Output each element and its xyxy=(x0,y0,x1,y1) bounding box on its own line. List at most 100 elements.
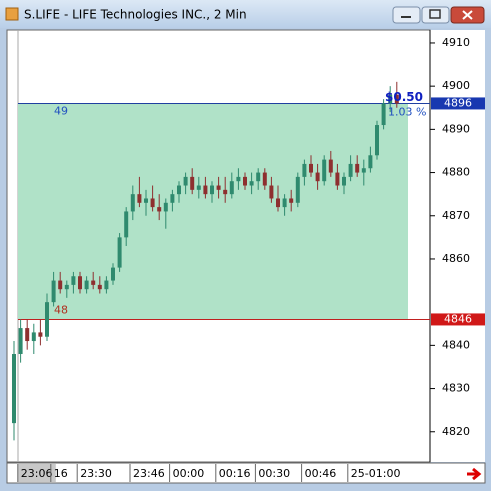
annotation: $0.50 xyxy=(385,90,423,104)
candle-body xyxy=(18,328,23,354)
y-tick-label: 4910 xyxy=(442,36,470,49)
app-icon xyxy=(5,7,19,21)
candle-body xyxy=(137,194,142,203)
candle-body xyxy=(368,155,373,169)
candle-body xyxy=(348,163,353,177)
candle-body xyxy=(177,185,181,195)
price-axis xyxy=(430,30,485,462)
candle-body xyxy=(315,172,320,182)
candle-body xyxy=(229,181,234,195)
candle-body xyxy=(335,172,340,186)
candle-body xyxy=(97,284,102,290)
x-tick-label: 23:06 xyxy=(21,467,53,480)
x-tick-label: 00:46 xyxy=(305,467,337,480)
candle-body xyxy=(262,172,267,186)
price-marker-label: 4896 xyxy=(444,96,472,109)
y-tick-label: 4870 xyxy=(442,209,470,222)
candle-body xyxy=(71,276,76,285)
candle-body xyxy=(328,159,333,173)
minimize-button[interactable] xyxy=(392,6,421,24)
candle-body xyxy=(157,207,162,212)
candle-body xyxy=(375,125,379,156)
low-label: 48 xyxy=(54,303,68,316)
window-title: S.LIFE - LIFE Technologies INC., 2 Min xyxy=(24,8,247,22)
y-tick-label: 4860 xyxy=(442,252,470,265)
chart: 49 48 4820 4830 4840 4860 4870 4880 4890 4900 4910… xyxy=(12,36,485,482)
candle-body xyxy=(91,280,96,285)
candle-body xyxy=(25,328,30,342)
candle-body xyxy=(223,189,228,195)
candle-body xyxy=(276,198,280,208)
candle-body xyxy=(243,176,247,186)
candle-body xyxy=(196,185,201,190)
candle-body xyxy=(322,159,327,182)
maximize-button[interactable] xyxy=(421,6,450,24)
y-tick-label: 4880 xyxy=(442,166,470,179)
candle-body xyxy=(302,163,307,177)
window-buttons xyxy=(392,6,485,24)
candle-body xyxy=(111,267,115,281)
y-tick-label: 4830 xyxy=(442,382,470,395)
candle-body xyxy=(64,284,69,290)
price-marker-label: 4846 xyxy=(444,312,472,325)
candle-body xyxy=(163,202,168,212)
candle-body xyxy=(12,354,16,424)
x-tick-label: 25-01:00 xyxy=(351,467,401,480)
candle-body xyxy=(394,94,399,104)
candle-body xyxy=(117,237,122,268)
price-marker xyxy=(431,97,485,110)
annotation: 1.03 % xyxy=(388,105,426,118)
x-tick-label: 00:16 xyxy=(219,467,251,480)
x-tick-label: 00:00 xyxy=(173,467,205,480)
candle-body xyxy=(84,280,89,290)
candle-body xyxy=(236,176,241,182)
x-label-highlight xyxy=(17,464,56,482)
candle-body xyxy=(38,332,43,337)
close-icon xyxy=(462,10,473,20)
y-tick-label: 4900 xyxy=(442,79,470,92)
candle-body xyxy=(183,176,188,186)
candle-body xyxy=(342,176,346,186)
candle-body xyxy=(78,276,82,290)
candle-body xyxy=(388,94,393,104)
candle-body xyxy=(216,185,221,190)
y-tick-label: 4840 xyxy=(442,338,470,351)
candle-body xyxy=(282,198,287,208)
candle-body xyxy=(289,198,294,203)
candle-body xyxy=(249,181,254,186)
candle-body xyxy=(170,194,175,203)
time-axis xyxy=(6,462,486,484)
candle-body xyxy=(124,211,129,238)
candle-body xyxy=(31,332,36,342)
range-box xyxy=(18,103,408,320)
candle-body xyxy=(210,185,214,195)
candle-body xyxy=(361,168,366,173)
candle-body xyxy=(269,185,274,199)
candle-body xyxy=(190,176,195,190)
candle-body xyxy=(104,280,109,290)
candle-body xyxy=(130,194,135,212)
x-tick-label: 16 xyxy=(54,467,68,480)
candle-body xyxy=(58,280,63,290)
candle-body xyxy=(203,185,208,195)
candle-body xyxy=(150,198,155,208)
candle-body xyxy=(45,302,49,337)
candle-body xyxy=(256,172,261,182)
y-tick-label: 4820 xyxy=(442,425,470,438)
high-label: 49 xyxy=(54,104,68,117)
candle-body xyxy=(355,163,360,173)
candle-body xyxy=(295,176,300,203)
price-marker xyxy=(431,313,485,326)
scroll-arrow[interactable] xyxy=(467,467,482,481)
x-tick-label: 00:30 xyxy=(258,467,290,480)
candle-body xyxy=(51,280,56,303)
x-tick-label: 23:46 xyxy=(133,467,165,480)
candle-body xyxy=(144,198,148,203)
x-tick-label: 23:30 xyxy=(80,467,112,480)
candle-body xyxy=(381,103,386,126)
maximize-icon xyxy=(429,9,441,19)
candle-body xyxy=(309,163,313,173)
y-tick-label: 4890 xyxy=(442,122,470,135)
